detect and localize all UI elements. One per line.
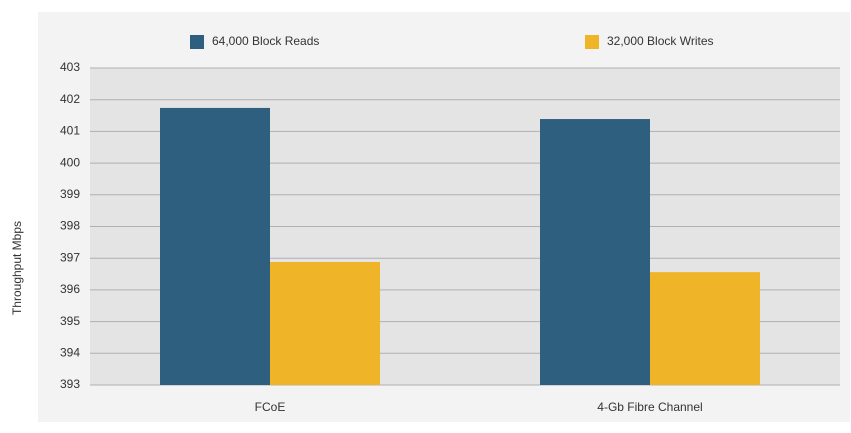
x-tick-label: 4-Gb Fibre Channel <box>597 400 702 414</box>
legend-swatch <box>190 35 204 49</box>
y-tick-label: 393 <box>60 377 80 391</box>
y-tick-label: 402 <box>60 92 80 106</box>
y-axis-label: Throughput Mbps <box>10 221 24 315</box>
y-tick-label: 395 <box>60 314 80 328</box>
y-tick-label: 398 <box>60 219 80 233</box>
x-tick-label: FCoE <box>255 400 286 414</box>
y-tick-label: 399 <box>60 187 80 201</box>
bar <box>160 107 270 385</box>
y-tick-label: 403 <box>60 60 80 74</box>
y-tick-label: 400 <box>60 155 80 169</box>
y-tick-label: 397 <box>60 250 80 264</box>
bar <box>270 262 380 385</box>
legend-label: 64,000 Block Reads <box>212 34 319 48</box>
legend-label: 32,000 Block Writes <box>607 34 714 48</box>
y-tick-label: 394 <box>60 345 80 359</box>
y-tick-label: 396 <box>60 282 80 296</box>
legend-swatch <box>585 35 599 49</box>
bar <box>540 119 650 386</box>
y-tick-label: 401 <box>60 124 80 138</box>
bar <box>650 272 760 385</box>
